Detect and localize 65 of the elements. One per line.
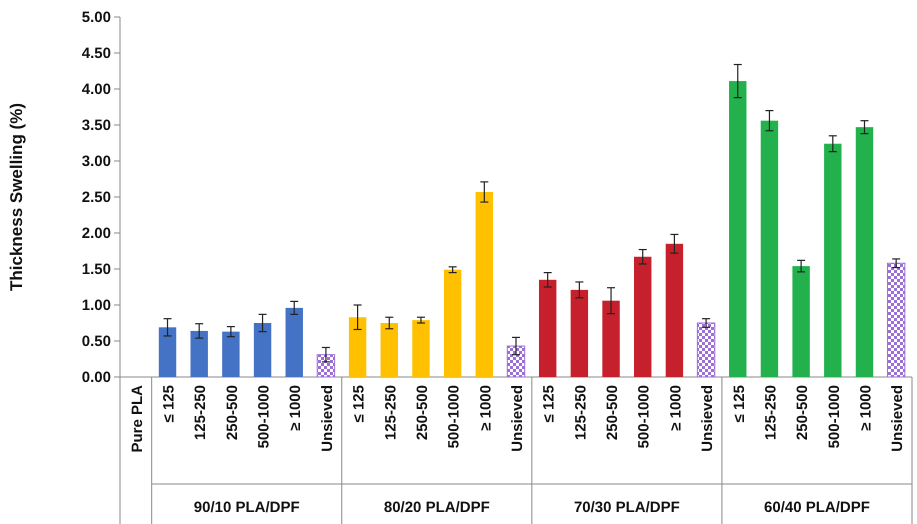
x-tick-label: ≤ 125 xyxy=(540,385,558,422)
bar xyxy=(856,127,874,377)
bar xyxy=(254,323,272,377)
bar xyxy=(190,330,208,377)
x-tick-label: 500-1000 xyxy=(636,385,653,448)
x-tick-label: 250-500 xyxy=(794,385,812,440)
x-tick-label: ≥ 1000 xyxy=(477,385,494,431)
y-tick-label: 5.00 xyxy=(82,8,111,26)
x-tick-label: 500-1000 xyxy=(256,385,273,448)
y-tick-label: 0.50 xyxy=(82,332,111,350)
text: 90/10 PLA/DPF xyxy=(194,499,300,516)
y-tick-label: 4.00 xyxy=(82,80,111,98)
x-tick-label: 125-250 xyxy=(572,385,590,440)
bar xyxy=(316,354,336,378)
bar xyxy=(824,144,842,377)
y-tick-label: 3.50 xyxy=(82,116,111,134)
x-tick-label: ≥ 1000 xyxy=(667,385,684,431)
y-tick-label: 1.50 xyxy=(82,260,111,278)
bar xyxy=(570,290,588,377)
bar xyxy=(286,308,303,377)
x-tick-label: 125-250 xyxy=(762,385,780,440)
bar xyxy=(222,332,240,377)
bar xyxy=(602,300,620,377)
x-tick-label: 125-250 xyxy=(382,385,400,440)
bar xyxy=(666,244,684,377)
y-tick-label: 2.50 xyxy=(82,188,111,206)
x-tick-label: Unsieved xyxy=(509,385,526,452)
bar xyxy=(886,262,906,378)
text: 80/20 PLA/DPF xyxy=(384,499,490,516)
bar xyxy=(412,320,430,377)
text: 60/40 PLA/DPF xyxy=(764,499,870,516)
bar xyxy=(158,327,176,377)
x-tick-label: ≤ 125 xyxy=(730,385,748,422)
y-tick-label: 2.00 xyxy=(82,224,111,242)
x-tick-label: Unsieved xyxy=(318,385,336,452)
x-tick-label: ≤ 125 xyxy=(160,385,178,422)
text: 70/30 PLA/DPF xyxy=(574,499,680,516)
bar xyxy=(348,317,366,377)
x-tick-label: 125-250 xyxy=(192,385,210,440)
x-tick-label: Pure PLA xyxy=(128,384,146,453)
x-tick-label: 500-1000 xyxy=(446,385,463,448)
x-tick-label: ≥ 1000 xyxy=(857,385,874,431)
bar xyxy=(506,346,526,378)
y-axis-title: Thickness Swelling (%) xyxy=(7,103,26,291)
bar xyxy=(729,81,746,377)
bar xyxy=(476,192,494,377)
bar xyxy=(444,270,462,377)
x-tick-label: 500-1000 xyxy=(826,385,843,448)
x-tick-label: 250-500 xyxy=(604,385,622,440)
bar xyxy=(634,256,652,377)
y-tick-label: 1.00 xyxy=(82,296,111,314)
x-tick-label: 250-500 xyxy=(224,385,241,440)
y-tick-label: 4.50 xyxy=(82,44,111,62)
x-tick-label: 250-500 xyxy=(414,385,431,440)
x-tick-label: ≥ 1000 xyxy=(287,385,304,431)
bar xyxy=(760,120,778,377)
y-tick-label: 0.00 xyxy=(82,368,111,386)
bar xyxy=(792,266,810,377)
bar xyxy=(696,322,716,378)
y-tick-label: 3.00 xyxy=(82,152,111,170)
bar xyxy=(538,280,556,377)
x-tick-label: Unsieved xyxy=(889,385,906,452)
bar xyxy=(380,323,398,377)
x-tick-label: ≤ 125 xyxy=(350,385,368,422)
x-tick-label: Unsieved xyxy=(699,385,716,452)
